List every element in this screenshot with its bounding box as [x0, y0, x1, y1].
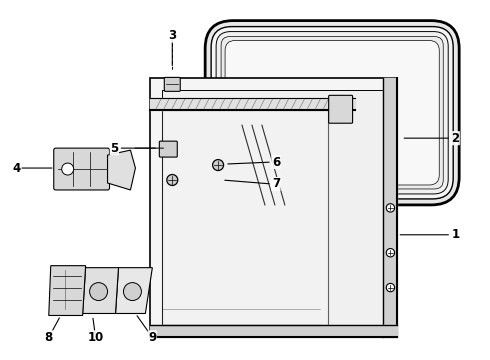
Polygon shape [162, 110, 328, 325]
Circle shape [386, 248, 394, 257]
Circle shape [386, 283, 394, 292]
Polygon shape [162, 90, 386, 325]
Text: 3: 3 [168, 29, 176, 42]
Circle shape [167, 175, 178, 185]
FancyBboxPatch shape [205, 21, 459, 205]
Text: 4: 4 [13, 162, 21, 175]
FancyBboxPatch shape [225, 41, 439, 185]
Circle shape [90, 283, 107, 301]
Circle shape [213, 159, 223, 171]
Circle shape [123, 283, 142, 301]
Text: 8: 8 [45, 331, 53, 344]
FancyBboxPatch shape [221, 37, 443, 189]
Text: 5: 5 [110, 141, 119, 155]
FancyBboxPatch shape [329, 95, 353, 123]
FancyBboxPatch shape [216, 32, 448, 194]
Circle shape [386, 204, 394, 212]
Text: 10: 10 [87, 331, 104, 344]
FancyBboxPatch shape [211, 27, 453, 199]
Text: 9: 9 [148, 331, 156, 344]
Polygon shape [49, 266, 86, 315]
Circle shape [62, 163, 74, 175]
Text: 7: 7 [272, 177, 280, 190]
Polygon shape [83, 268, 119, 314]
Text: 2: 2 [451, 132, 459, 145]
Text: 1: 1 [451, 228, 459, 241]
Polygon shape [116, 268, 152, 314]
Text: 6: 6 [272, 156, 280, 168]
FancyBboxPatch shape [54, 148, 110, 190]
FancyBboxPatch shape [159, 141, 177, 157]
FancyBboxPatch shape [164, 77, 180, 91]
Polygon shape [107, 150, 135, 190]
Polygon shape [150, 78, 397, 337]
